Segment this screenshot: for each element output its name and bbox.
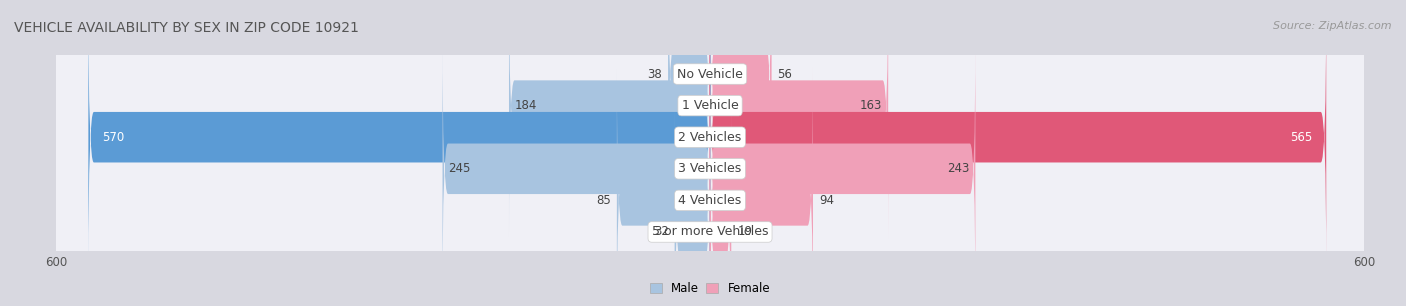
Text: 184: 184: [515, 99, 537, 112]
FancyBboxPatch shape: [443, 36, 710, 301]
FancyBboxPatch shape: [509, 0, 710, 238]
Text: 2 Vehicles: 2 Vehicles: [679, 131, 741, 144]
FancyBboxPatch shape: [617, 68, 710, 306]
FancyBboxPatch shape: [710, 0, 889, 238]
FancyBboxPatch shape: [52, 0, 1368, 281]
FancyBboxPatch shape: [52, 0, 1368, 306]
Text: 5 or more Vehicles: 5 or more Vehicles: [652, 226, 768, 238]
FancyBboxPatch shape: [89, 5, 710, 270]
Text: 565: 565: [1291, 131, 1313, 144]
Text: 243: 243: [948, 162, 969, 175]
Text: 38: 38: [647, 68, 662, 80]
Text: 32: 32: [654, 226, 669, 238]
FancyBboxPatch shape: [710, 36, 976, 301]
Text: 570: 570: [103, 131, 124, 144]
FancyBboxPatch shape: [675, 99, 710, 306]
Legend: Male, Female: Male, Female: [645, 278, 775, 300]
Text: Source: ZipAtlas.com: Source: ZipAtlas.com: [1274, 21, 1392, 32]
FancyBboxPatch shape: [710, 68, 813, 306]
Text: 56: 56: [778, 68, 793, 80]
FancyBboxPatch shape: [52, 57, 1368, 306]
Text: 4 Vehicles: 4 Vehicles: [679, 194, 741, 207]
FancyBboxPatch shape: [52, 0, 1368, 249]
Text: 245: 245: [449, 162, 471, 175]
FancyBboxPatch shape: [52, 25, 1368, 306]
FancyBboxPatch shape: [710, 0, 772, 207]
FancyBboxPatch shape: [52, 0, 1368, 306]
Text: 1 Vehicle: 1 Vehicle: [682, 99, 738, 112]
Text: 163: 163: [860, 99, 882, 112]
FancyBboxPatch shape: [710, 5, 1326, 270]
FancyBboxPatch shape: [668, 0, 710, 207]
Text: 19: 19: [737, 226, 752, 238]
Text: 3 Vehicles: 3 Vehicles: [679, 162, 741, 175]
Text: 94: 94: [818, 194, 834, 207]
Text: No Vehicle: No Vehicle: [678, 68, 742, 80]
Text: 85: 85: [596, 194, 610, 207]
Text: VEHICLE AVAILABILITY BY SEX IN ZIP CODE 10921: VEHICLE AVAILABILITY BY SEX IN ZIP CODE …: [14, 21, 359, 35]
FancyBboxPatch shape: [710, 99, 731, 306]
